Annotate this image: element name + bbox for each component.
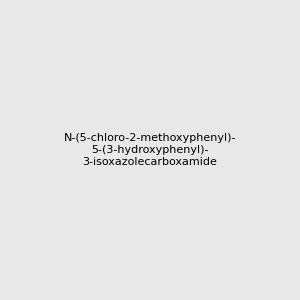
- Text: N-(5-chloro-2-methoxyphenyl)-
5-(3-hydroxyphenyl)-
3-isoxazolecarboxamide: N-(5-chloro-2-methoxyphenyl)- 5-(3-hydro…: [64, 134, 236, 166]
